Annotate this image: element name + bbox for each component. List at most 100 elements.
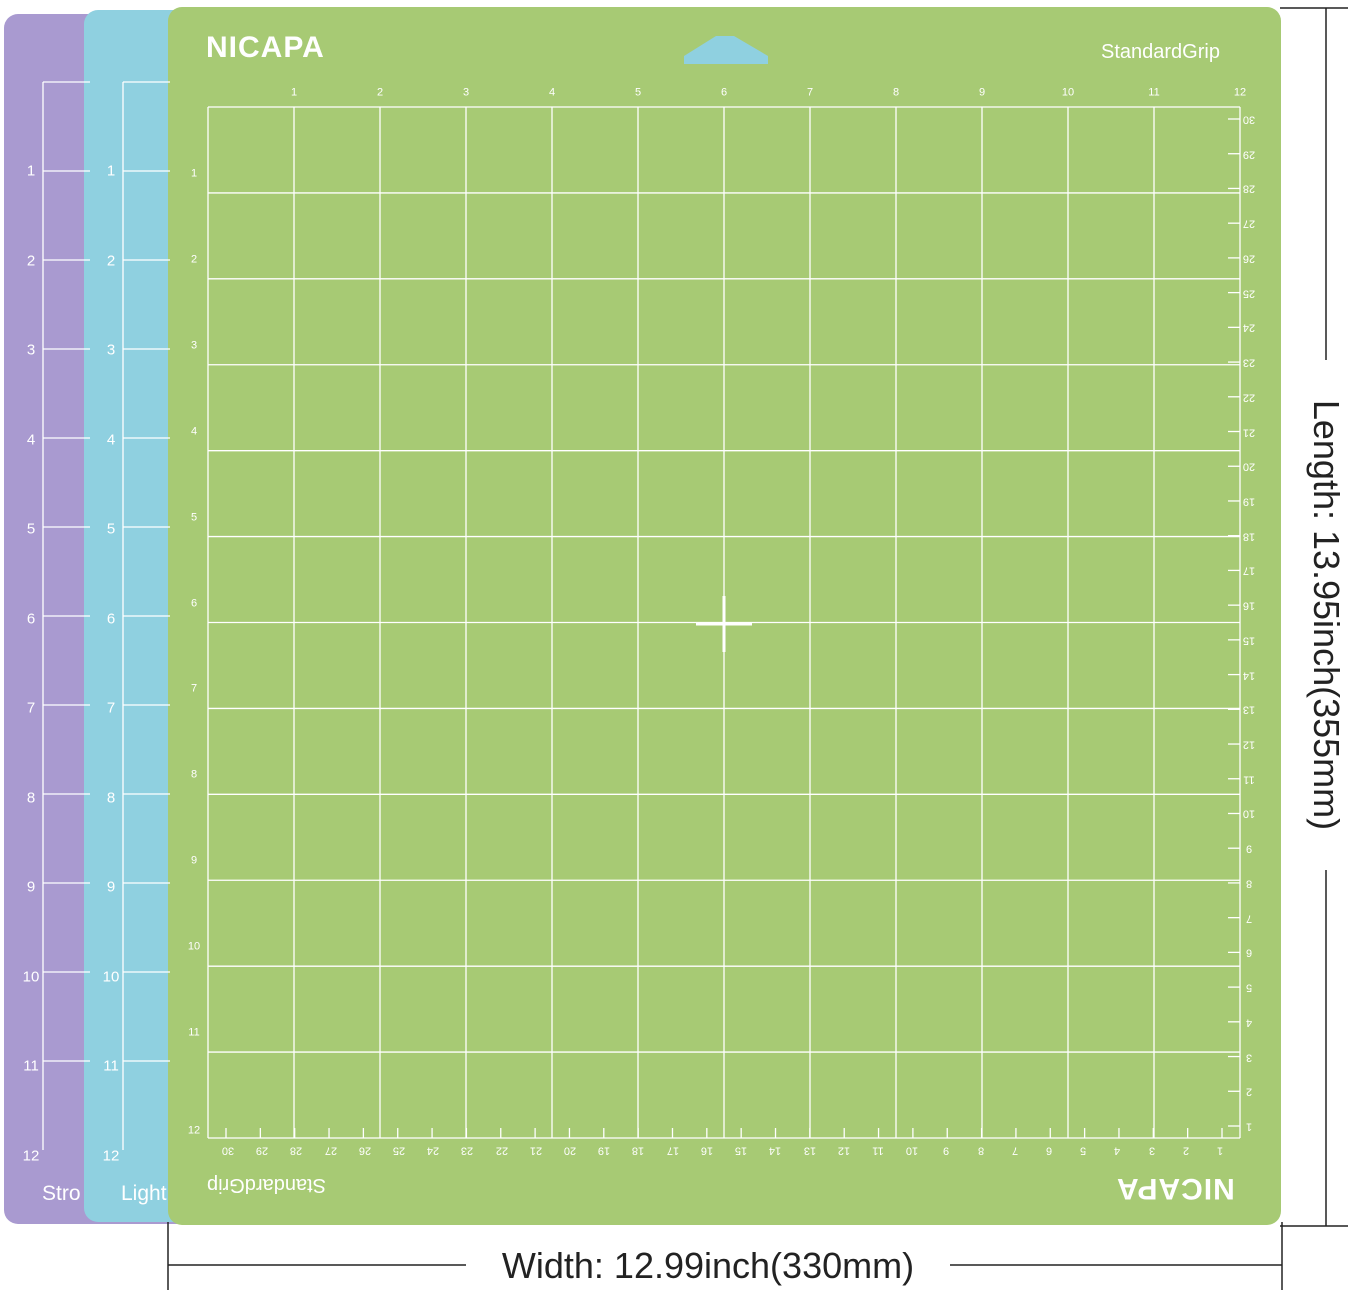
bottom-ruler-label: 14 [769,1144,782,1157]
bottom-ruler-label: 29 [256,1144,269,1157]
right-ruler-label: 6 [1245,946,1253,959]
bottom-ruler-label: 11 [872,1144,884,1157]
right-ruler-label: 27 [1242,217,1256,230]
purple-mat-side-label: 2 [26,252,36,269]
right-ruler-label: 4 [1245,1016,1253,1029]
blue-mat-side-label: 6 [106,610,116,627]
right-ruler-label: 23 [1242,356,1256,369]
right-ruler-label: 18 [1242,530,1256,543]
bottom-ruler-label: 21 [529,1144,542,1157]
bottom-ruler-label: 7 [1011,1144,1018,1157]
purple-mat-side-label: 3 [26,341,36,359]
right-ruler-label: 9 [1245,842,1253,855]
purple-mat-side-label: 11 [23,1057,39,1075]
top-ruler-label: 7 [806,86,814,99]
bottom-ruler-label: 23 [461,1144,474,1157]
bottom-ruler-label: 3 [1148,1144,1155,1157]
top-ruler-label: 3 [462,86,470,99]
top-ruler-label: 1 [290,86,298,99]
right-ruler-label: 11 [1243,773,1255,786]
right-ruler-label: 14 [1242,669,1256,682]
bottom-ruler-label: 30 [221,1144,235,1157]
length-dimension-label: Length: 13.95inch(355mm) [1304,365,1348,865]
left-ruler-label: 4 [190,425,198,438]
bottom-ruler-label: 19 [598,1144,611,1157]
left-ruler-label: 11 [188,1026,200,1039]
width-dimension-label: Width: 12.99inch(330mm) [470,1244,946,1288]
right-ruler-label: 19 [1242,495,1256,508]
bottom-ruler-label: 5 [1080,1144,1087,1157]
bottom-ruler-label: 22 [495,1144,508,1157]
right-ruler-label: 8 [1245,877,1253,890]
purple-mat-side-label: 5 [26,520,36,538]
bottom-ruler-label: 1 [1216,1144,1224,1157]
right-ruler-label: 20 [1242,460,1256,473]
right-ruler-label: 25 [1242,287,1256,300]
right-ruler-label: 28 [1242,182,1256,195]
blue-mat-side-label: 7 [106,699,116,717]
top-ruler-label: 4 [548,86,556,99]
purple-mat-side-label: 12 [22,1147,40,1164]
right-ruler-label: 10 [1242,807,1256,820]
bottom-ruler-label: 26 [358,1144,371,1157]
top-ruler-label: 5 [634,86,642,99]
purple-mat-side-label: 8 [26,789,36,806]
blue-mat-side-label: 2 [106,252,116,269]
left-ruler-label: 6 [190,597,198,609]
right-ruler-label: 17 [1242,564,1256,577]
grip-label: StandardGrip [1101,41,1220,63]
left-ruler-label: 5 [190,511,198,524]
blue-mat-grip-label: Light [121,1182,167,1205]
blue-mat-side-label: 1 [106,162,116,180]
right-ruler-label: 22 [1242,391,1256,404]
right-ruler-label: 12 [1242,738,1256,751]
left-ruler-label: 8 [190,768,198,781]
purple-mat-side-label: 7 [26,699,36,717]
bottom-ruler-label: 16 [700,1144,714,1157]
bottom-ruler-label: 18 [632,1144,645,1157]
top-ruler-label: 2 [376,86,384,99]
top-ruler-label: 8 [892,86,900,99]
right-ruler-label: 26 [1242,252,1256,265]
blue-mat-side-label: 5 [106,520,116,538]
bottom-ruler-label: 24 [427,1144,440,1157]
blue-mat-side-label: 9 [106,878,116,896]
bottom-ruler-label: 9 [943,1144,950,1157]
bottom-ruler-label: 12 [837,1144,850,1157]
top-ruler-label: 10 [1061,86,1075,99]
brand-logo-inverted: NICAPA [1116,1172,1235,1205]
purple-mat-side-label: 10 [22,968,40,985]
top-ruler-label: 9 [978,86,986,99]
bottom-ruler-label: 10 [906,1144,919,1157]
bottom-ruler-label: 25 [392,1144,406,1157]
left-ruler-label: 9 [190,854,198,867]
purple-mat-side-label: 9 [26,878,36,896]
blue-mat-side-label: 11 [103,1057,119,1075]
purple-mat-side-label: 6 [26,610,36,627]
right-ruler-label: 5 [1245,981,1253,994]
blue-mat-side-label: 10 [102,968,120,985]
right-ruler-label: 30 [1242,113,1256,126]
hang-hole-icon [684,36,768,64]
right-ruler-label: 21 [1242,426,1256,439]
bottom-ruler-label: 8 [977,1144,984,1157]
bottom-ruler-label: 4 [1114,1144,1121,1157]
bottom-ruler-label: 17 [666,1144,679,1157]
bottom-ruler-label: 27 [324,1144,337,1157]
left-ruler-label: 10 [187,940,201,953]
blue-mat-side-label: 4 [106,431,116,448]
blue-mat-side-label: 12 [102,1147,120,1164]
right-ruler-label: 13 [1242,703,1256,716]
bottom-ruler-label: 13 [803,1144,816,1157]
right-ruler-label: 1 [1245,1120,1253,1133]
top-ruler-label: 12 [1233,86,1247,99]
right-ruler-label: 15 [1242,634,1256,647]
left-ruler-label: 12 [187,1124,201,1137]
right-ruler-label: 2 [1245,1085,1253,1098]
blue-mat-side-label: 8 [106,789,116,806]
blue-mat-side-label: 3 [106,341,116,359]
right-ruler-label: 7 [1245,912,1253,925]
bottom-ruler-label: 28 [290,1144,303,1157]
left-ruler-label: 3 [190,339,198,352]
